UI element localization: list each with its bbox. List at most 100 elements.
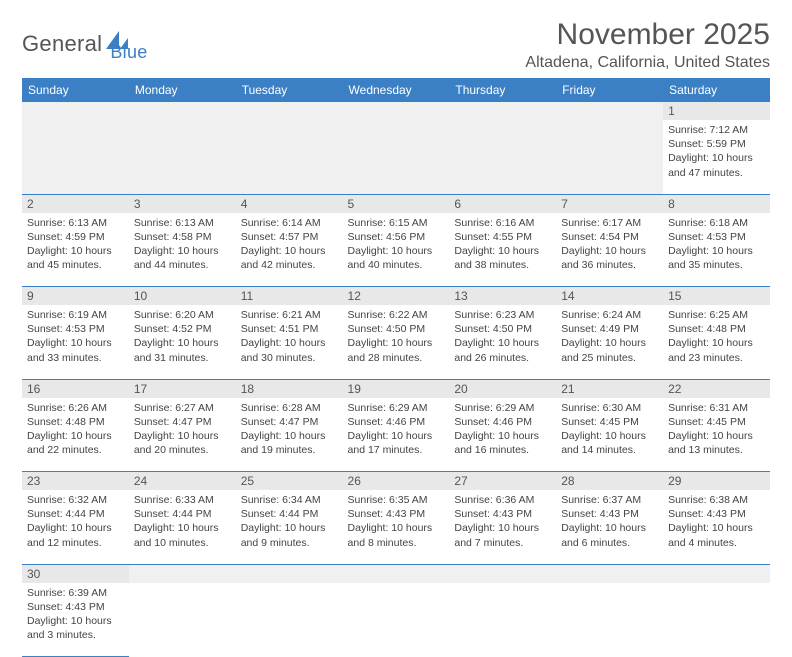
daynum-1-2: 4: [236, 194, 343, 213]
cell-2-3-line1: Sunset: 4:50 PM: [348, 322, 445, 336]
cell-3-6-line0: Sunrise: 6:31 AM: [668, 401, 765, 415]
cell-1-5-line1: Sunset: 4:54 PM: [561, 230, 658, 244]
cell-1-6-line3: and 35 minutes.: [668, 258, 765, 272]
cell-3-6-line3: and 13 minutes.: [668, 443, 765, 457]
cell-3-0-line1: Sunset: 4:48 PM: [27, 415, 124, 429]
week-2-content: Sunrise: 6:19 AMSunset: 4:53 PMDaylight:…: [22, 305, 770, 379]
cell-2-0-line0: Sunrise: 6:19 AM: [27, 308, 124, 322]
daynum-0-1: [129, 102, 236, 120]
daynum-4-4: 27: [449, 472, 556, 491]
calendar-table: SundayMondayTuesdayWednesdayThursdayFrid…: [22, 78, 770, 657]
week-2-numrow: 9101112131415: [22, 287, 770, 306]
cell-4-0: Sunrise: 6:32 AMSunset: 4:44 PMDaylight:…: [22, 490, 129, 564]
week-4-content: Sunrise: 6:32 AMSunset: 4:44 PMDaylight:…: [22, 490, 770, 564]
cell-3-0: Sunrise: 6:26 AMSunset: 4:48 PMDaylight:…: [22, 398, 129, 472]
cell-1-3-line0: Sunrise: 6:15 AM: [348, 216, 445, 230]
cell-0-6-line1: Sunset: 5:59 PM: [668, 137, 765, 151]
cell-4-2-line1: Sunset: 4:44 PM: [241, 507, 338, 521]
cell-2-6-line0: Sunrise: 6:25 AM: [668, 308, 765, 322]
cell-2-4-line2: Daylight: 10 hours: [454, 336, 551, 350]
cell-4-1-line2: Daylight: 10 hours: [134, 521, 231, 535]
cell-4-5-line3: and 6 minutes.: [561, 536, 658, 550]
cell-3-2: Sunrise: 6:28 AMSunset: 4:47 PMDaylight:…: [236, 398, 343, 472]
daynum-5-1: [129, 564, 236, 583]
daynum-1-4: 6: [449, 194, 556, 213]
cell-5-2: [236, 583, 343, 657]
daynum-3-2: 18: [236, 379, 343, 398]
cell-5-4: [449, 583, 556, 657]
cell-4-5: Sunrise: 6:37 AMSunset: 4:43 PMDaylight:…: [556, 490, 663, 564]
cell-0-6-line0: Sunrise: 7:12 AM: [668, 123, 765, 137]
cell-3-2-line3: and 19 minutes.: [241, 443, 338, 457]
daynum-5-4: [449, 564, 556, 583]
cell-1-1-line3: and 44 minutes.: [134, 258, 231, 272]
cell-3-6-line1: Sunset: 4:45 PM: [668, 415, 765, 429]
daynum-1-6: 8: [663, 194, 770, 213]
cell-0-1: [129, 120, 236, 194]
cell-3-3-line3: and 17 minutes.: [348, 443, 445, 457]
daynum-4-1: 24: [129, 472, 236, 491]
cell-4-0-line3: and 12 minutes.: [27, 536, 124, 550]
cell-1-4-line0: Sunrise: 6:16 AM: [454, 216, 551, 230]
daynum-0-4: [449, 102, 556, 120]
cell-5-0-line2: Daylight: 10 hours: [27, 614, 124, 628]
cell-3-5-line1: Sunset: 4:45 PM: [561, 415, 658, 429]
daynum-3-1: 17: [129, 379, 236, 398]
cell-1-4-line3: and 38 minutes.: [454, 258, 551, 272]
cell-2-6: Sunrise: 6:25 AMSunset: 4:48 PMDaylight:…: [663, 305, 770, 379]
cell-1-2-line0: Sunrise: 6:14 AM: [241, 216, 338, 230]
cell-2-2-line1: Sunset: 4:51 PM: [241, 322, 338, 336]
cell-3-5: Sunrise: 6:30 AMSunset: 4:45 PMDaylight:…: [556, 398, 663, 472]
cell-0-6: Sunrise: 7:12 AMSunset: 5:59 PMDaylight:…: [663, 120, 770, 194]
cell-4-6-line2: Daylight: 10 hours: [668, 521, 765, 535]
daynum-4-2: 25: [236, 472, 343, 491]
daynum-4-3: 26: [343, 472, 450, 491]
cell-4-4-line3: and 7 minutes.: [454, 536, 551, 550]
cell-4-0-line0: Sunrise: 6:32 AM: [27, 493, 124, 507]
daynum-2-4: 13: [449, 287, 556, 306]
cell-4-6: Sunrise: 6:38 AMSunset: 4:43 PMDaylight:…: [663, 490, 770, 564]
cell-4-4-line1: Sunset: 4:43 PM: [454, 507, 551, 521]
daynum-5-2: [236, 564, 343, 583]
daynum-3-6: 22: [663, 379, 770, 398]
daynum-2-2: 11: [236, 287, 343, 306]
cell-2-0: Sunrise: 6:19 AMSunset: 4:53 PMDaylight:…: [22, 305, 129, 379]
cell-1-6: Sunrise: 6:18 AMSunset: 4:53 PMDaylight:…: [663, 213, 770, 287]
cell-5-5: [556, 583, 663, 657]
cell-4-0-line2: Daylight: 10 hours: [27, 521, 124, 535]
weekday-sunday: Sunday: [22, 78, 129, 102]
cell-1-3: Sunrise: 6:15 AMSunset: 4:56 PMDaylight:…: [343, 213, 450, 287]
cell-4-2-line3: and 9 minutes.: [241, 536, 338, 550]
cell-3-1: Sunrise: 6:27 AMSunset: 4:47 PMDaylight:…: [129, 398, 236, 472]
cell-4-4-line0: Sunrise: 6:36 AM: [454, 493, 551, 507]
cell-1-6-line1: Sunset: 4:53 PM: [668, 230, 765, 244]
location: Altadena, California, United States: [525, 54, 770, 72]
daynum-5-5: [556, 564, 663, 583]
cell-1-1-line0: Sunrise: 6:13 AM: [134, 216, 231, 230]
cell-1-0-line3: and 45 minutes.: [27, 258, 124, 272]
cell-1-4-line1: Sunset: 4:55 PM: [454, 230, 551, 244]
logo-text-blue: Blue: [110, 42, 147, 63]
cell-4-6-line1: Sunset: 4:43 PM: [668, 507, 765, 521]
cell-2-3-line3: and 28 minutes.: [348, 351, 445, 365]
cell-1-0-line0: Sunrise: 6:13 AM: [27, 216, 124, 230]
cell-5-0-line0: Sunrise: 6:39 AM: [27, 586, 124, 600]
cell-1-5-line2: Daylight: 10 hours: [561, 244, 658, 258]
cell-3-3-line2: Daylight: 10 hours: [348, 429, 445, 443]
cell-4-0-line1: Sunset: 4:44 PM: [27, 507, 124, 521]
cell-3-0-line0: Sunrise: 6:26 AM: [27, 401, 124, 415]
cell-2-4: Sunrise: 6:23 AMSunset: 4:50 PMDaylight:…: [449, 305, 556, 379]
cell-4-3-line0: Sunrise: 6:35 AM: [348, 493, 445, 507]
cell-1-5-line3: and 36 minutes.: [561, 258, 658, 272]
cell-3-3-line1: Sunset: 4:46 PM: [348, 415, 445, 429]
cell-1-2-line1: Sunset: 4:57 PM: [241, 230, 338, 244]
daynum-0-2: [236, 102, 343, 120]
cell-3-0-line3: and 22 minutes.: [27, 443, 124, 457]
daynum-5-6: [663, 564, 770, 583]
cell-2-5-line1: Sunset: 4:49 PM: [561, 322, 658, 336]
cell-3-4-line2: Daylight: 10 hours: [454, 429, 551, 443]
week-3-numrow: 16171819202122: [22, 379, 770, 398]
cell-1-4-line2: Daylight: 10 hours: [454, 244, 551, 258]
cell-3-1-line3: and 20 minutes.: [134, 443, 231, 457]
cell-2-5-line3: and 25 minutes.: [561, 351, 658, 365]
